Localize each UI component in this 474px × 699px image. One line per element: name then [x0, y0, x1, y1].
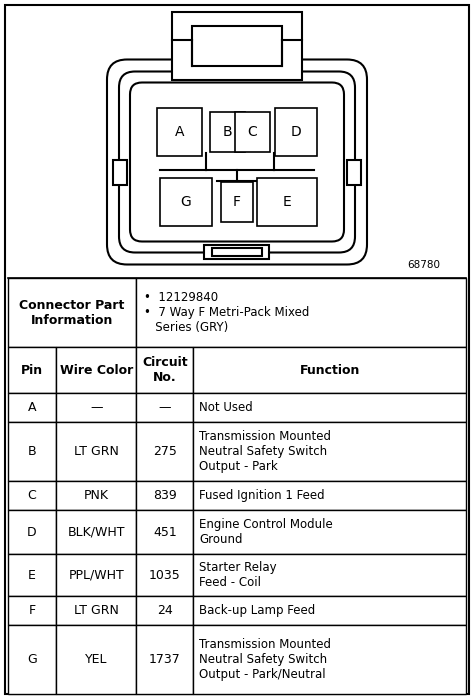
Text: Starter Relay
Feed - Coil: Starter Relay Feed - Coil	[200, 561, 277, 589]
Text: •  12129840
•  7 Way F Metri-Pack Mixed
   Series (GRY): • 12129840 • 7 Way F Metri-Pack Mixed Se…	[144, 291, 310, 334]
Bar	[275, 108, 317, 157]
Text: Connector Part
Information: Connector Part Information	[19, 298, 125, 326]
Text: G: G	[181, 195, 191, 209]
Text: A: A	[175, 125, 184, 139]
Text: E: E	[28, 569, 36, 582]
Text: Back-up Lamp Feed: Back-up Lamp Feed	[200, 604, 316, 617]
Bar	[193, 510, 466, 554]
Text: Pin: Pin	[21, 363, 43, 377]
Text: 1035: 1035	[149, 569, 181, 582]
Text: 68780: 68780	[407, 260, 440, 270]
Text: 1737: 1737	[149, 653, 181, 666]
Bar	[8, 481, 56, 510]
Bar	[136, 554, 193, 596]
Bar	[56, 481, 136, 510]
Bar	[8, 510, 56, 554]
Text: PPL/WHT: PPL/WHT	[68, 569, 124, 582]
Text: Wire Color: Wire Color	[60, 363, 133, 377]
Text: Function: Function	[300, 363, 360, 377]
Text: F: F	[28, 604, 36, 617]
Bar	[136, 625, 193, 694]
Text: C: C	[247, 125, 257, 139]
Bar	[56, 421, 136, 481]
Text: Fused Ignition 1 Feed: Fused Ignition 1 Feed	[200, 489, 325, 502]
Bar	[8, 596, 56, 625]
Bar	[193, 347, 466, 393]
Bar	[136, 347, 193, 393]
Bar	[257, 178, 317, 226]
Bar	[235, 113, 270, 152]
Bar	[193, 596, 466, 625]
Bar	[210, 113, 245, 152]
Text: —: —	[159, 401, 171, 414]
Bar	[8, 554, 56, 596]
Bar	[56, 554, 136, 596]
Bar	[172, 11, 302, 80]
Bar	[347, 159, 361, 185]
Text: A: A	[28, 401, 36, 414]
Bar	[8, 393, 56, 421]
Bar	[193, 554, 466, 596]
Bar	[56, 393, 136, 421]
Text: Transmission Mounted
Neutral Safety Switch
Output - Park/Neutral: Transmission Mounted Neutral Safety Swit…	[200, 638, 331, 681]
Bar	[8, 278, 136, 347]
Bar	[136, 393, 193, 421]
Text: F: F	[233, 195, 241, 209]
Bar	[56, 625, 136, 694]
Text: PNK: PNK	[84, 489, 109, 502]
Bar	[212, 247, 262, 256]
Bar	[8, 347, 56, 393]
Bar	[157, 108, 202, 157]
Bar	[221, 182, 253, 222]
Text: Not Used: Not Used	[200, 401, 253, 414]
Text: LT GRN: LT GRN	[74, 445, 118, 458]
Text: LT GRN: LT GRN	[74, 604, 118, 617]
Text: G: G	[27, 653, 37, 666]
Bar	[56, 347, 136, 393]
FancyBboxPatch shape	[119, 71, 355, 252]
Bar	[193, 625, 466, 694]
Bar	[56, 510, 136, 554]
Bar	[113, 159, 127, 185]
Text: 24: 24	[157, 604, 173, 617]
FancyBboxPatch shape	[107, 59, 367, 264]
Text: C: C	[27, 489, 36, 502]
Text: 839: 839	[153, 489, 177, 502]
Bar	[136, 510, 193, 554]
Bar	[193, 421, 466, 481]
Bar	[160, 178, 212, 226]
Bar	[56, 596, 136, 625]
Text: 451: 451	[153, 526, 177, 538]
Bar	[8, 421, 56, 481]
Text: B: B	[223, 125, 232, 139]
Bar	[193, 481, 466, 510]
Text: Circuit
No.: Circuit No.	[142, 356, 188, 384]
Text: BLK/WHT: BLK/WHT	[67, 526, 125, 538]
Text: YEL: YEL	[85, 653, 108, 666]
Bar	[136, 421, 193, 481]
Bar	[136, 481, 193, 510]
Text: D: D	[291, 125, 301, 139]
Text: Engine Control Module
Ground: Engine Control Module Ground	[200, 518, 333, 546]
Text: E: E	[283, 195, 292, 209]
Bar	[192, 25, 282, 66]
Bar	[8, 625, 56, 694]
Text: Transmission Mounted
Neutral Safety Switch
Output - Park: Transmission Mounted Neutral Safety Swit…	[200, 430, 331, 473]
Text: 275: 275	[153, 445, 177, 458]
Bar	[204, 245, 270, 259]
Bar	[193, 393, 466, 421]
Text: —: —	[90, 401, 102, 414]
Bar	[136, 278, 466, 347]
FancyBboxPatch shape	[130, 82, 344, 241]
Text: D: D	[27, 526, 37, 538]
Text: B: B	[28, 445, 36, 458]
Bar	[136, 596, 193, 625]
